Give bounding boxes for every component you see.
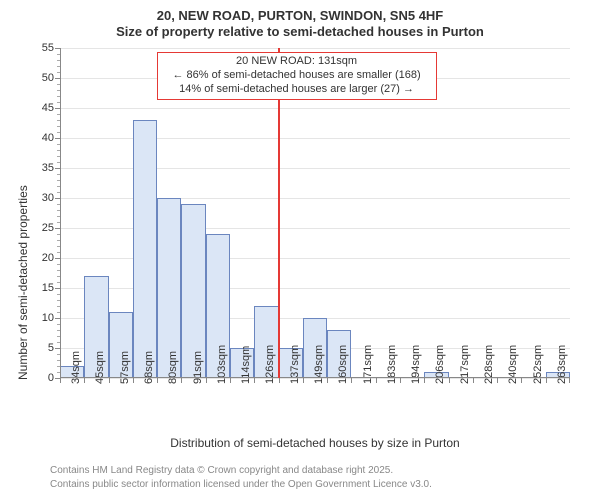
callout-line1: 20 NEW ROAD: 131sqm	[164, 55, 430, 69]
x-tick-mark	[133, 378, 134, 383]
x-tick-label: 45sqm	[94, 351, 106, 384]
y-axis-label: Number of semi-detached properties	[16, 185, 30, 380]
x-tick-label: 103sqm	[216, 345, 228, 384]
callout-line3: 14% of semi-detached houses are larger (…	[164, 83, 430, 97]
chart-title-line2: Size of property relative to semi-detach…	[0, 24, 600, 44]
plot-area: 051015202530354045505534sqm45sqm57sqm68s…	[60, 48, 570, 378]
x-axis-line	[60, 377, 570, 378]
x-tick-mark	[84, 378, 85, 383]
x-tick-mark	[521, 378, 522, 383]
x-tick-label: 171sqm	[362, 345, 374, 384]
x-tick-label: 160sqm	[337, 345, 349, 384]
x-tick-label: 183sqm	[386, 345, 398, 384]
x-tick-label: 228sqm	[483, 345, 495, 384]
x-tick-mark	[181, 378, 182, 383]
callout-line2: ← 86% of semi-detached houses are smalle…	[164, 69, 430, 83]
x-tick-mark	[109, 378, 110, 383]
x-tick-mark	[303, 378, 304, 383]
x-tick-mark	[449, 378, 450, 383]
callout-box: 20 NEW ROAD: 131sqm← 86% of semi-detache…	[157, 52, 437, 100]
x-tick-label: 252sqm	[532, 345, 544, 384]
gridline	[60, 108, 570, 109]
x-tick-label: 126sqm	[264, 345, 276, 384]
x-tick-label: 149sqm	[313, 345, 325, 384]
x-tick-label: 240sqm	[507, 345, 519, 384]
x-tick-label: 137sqm	[289, 345, 301, 384]
chart-container: 20, NEW ROAD, PURTON, SWINDON, SN5 4HF S…	[0, 0, 600, 500]
x-tick-mark	[279, 378, 280, 383]
x-axis-label: Distribution of semi-detached houses by …	[60, 436, 570, 450]
x-tick-mark	[569, 378, 570, 383]
x-tick-mark	[206, 378, 207, 383]
histogram-bar	[133, 120, 157, 378]
footer-line1: Contains HM Land Registry data © Crown c…	[50, 465, 393, 476]
x-tick-label: 114sqm	[240, 346, 252, 384]
x-tick-mark	[376, 378, 377, 383]
x-tick-label: 80sqm	[167, 351, 179, 384]
x-tick-mark	[546, 378, 547, 383]
x-tick-mark	[400, 378, 401, 383]
x-tick-mark	[230, 378, 231, 383]
x-tick-mark	[327, 378, 328, 383]
x-tick-label: 206sqm	[434, 345, 446, 384]
x-tick-label: 217sqm	[459, 345, 471, 384]
x-tick-mark	[473, 378, 474, 383]
x-tick-mark	[497, 378, 498, 383]
x-tick-label: 91sqm	[192, 351, 204, 384]
x-tick-mark	[351, 378, 352, 383]
x-tick-label: 57sqm	[119, 351, 131, 384]
x-tick-label: 68sqm	[143, 351, 155, 384]
y-axis-line	[60, 48, 61, 378]
x-tick-mark	[424, 378, 425, 383]
x-tick-mark	[60, 378, 61, 383]
x-tick-mark	[254, 378, 255, 383]
x-tick-mark	[157, 378, 158, 383]
x-tick-label: 263sqm	[556, 345, 568, 384]
chart-title-line1: 20, NEW ROAD, PURTON, SWINDON, SN5 4HF	[0, 0, 600, 24]
x-tick-label: 194sqm	[410, 345, 422, 384]
footer-line2: Contains public sector information licen…	[50, 479, 432, 490]
x-tick-label: 34sqm	[70, 351, 82, 384]
gridline	[60, 48, 570, 49]
